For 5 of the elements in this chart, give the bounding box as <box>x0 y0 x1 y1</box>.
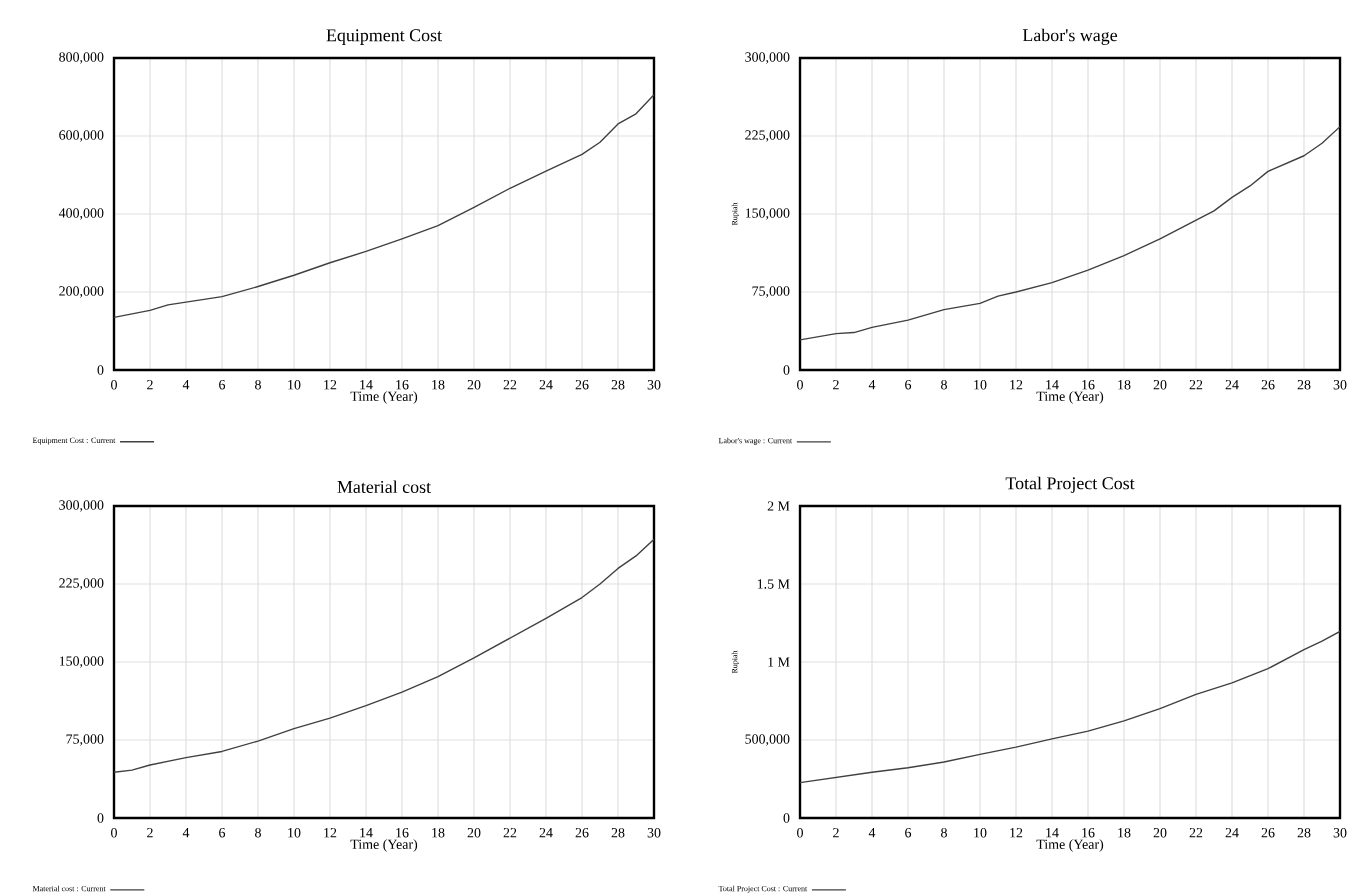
chart-title: Equipment Cost <box>326 29 442 45</box>
chart-title: Total Project Cost <box>1005 476 1135 493</box>
chart-title: Labor's wage <box>1022 28 1118 45</box>
line-series <box>114 93 654 319</box>
chart-title: Material cost <box>337 480 431 493</box>
